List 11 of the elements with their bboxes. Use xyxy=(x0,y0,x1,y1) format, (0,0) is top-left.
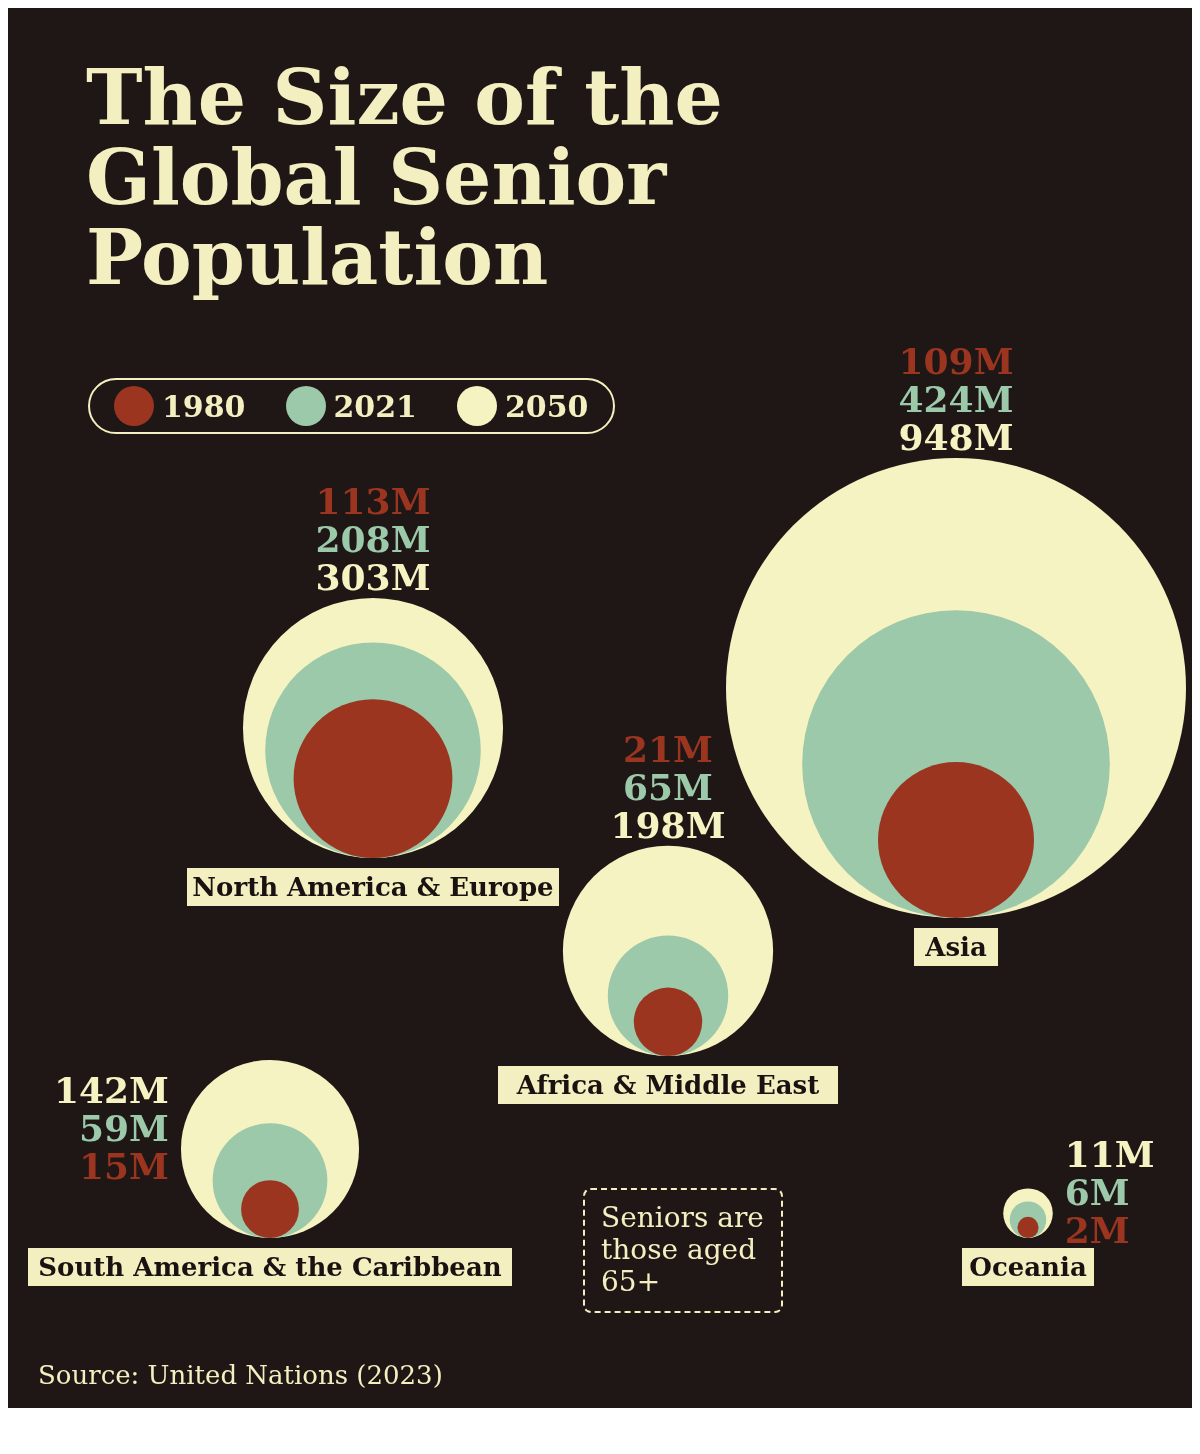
category-label: North America & Europe xyxy=(192,872,554,902)
source-note: Source: United Nations (2023) xyxy=(38,1360,443,1390)
legend-label: 2050 xyxy=(505,388,589,424)
legend-label: 2021 xyxy=(333,388,417,424)
legend-label: 1980 xyxy=(162,388,246,424)
category-label: Oceania xyxy=(969,1252,1087,1282)
text: Seniors are those aged 65+ xyxy=(583,1188,783,1313)
category-label: Asia xyxy=(924,932,987,962)
category-label: Africa & Middle East xyxy=(515,1070,820,1100)
category-label: South America & the Caribbean xyxy=(38,1252,502,1282)
text: The Size of the Global Senior Population xyxy=(86,53,724,302)
